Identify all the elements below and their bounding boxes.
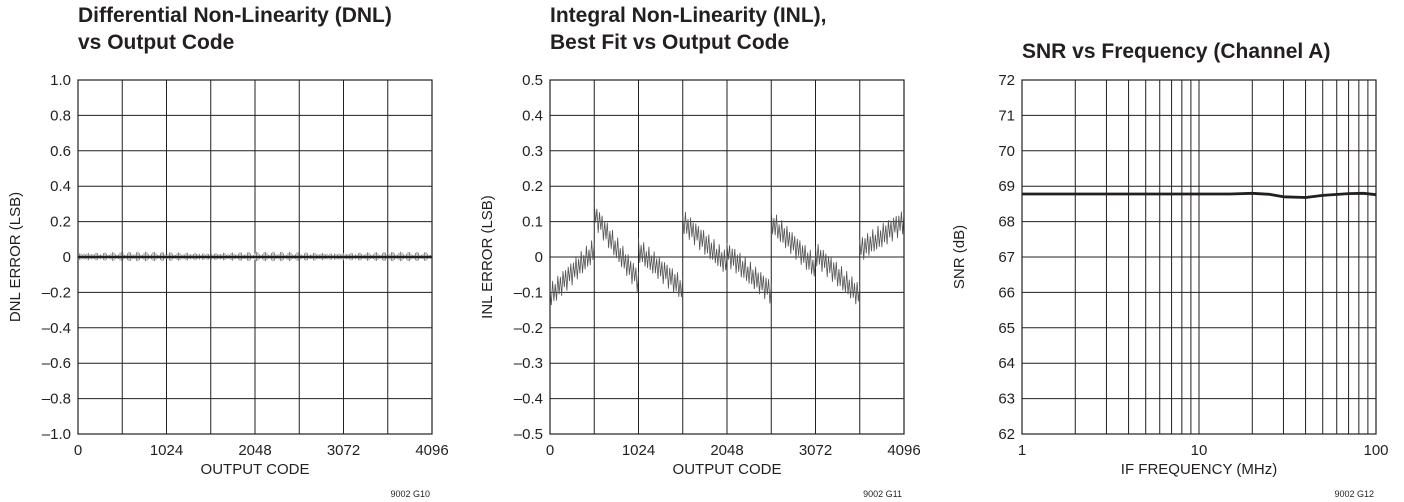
x-tick-label: 1024 <box>150 442 183 459</box>
y-tick-label: –0.6 <box>42 355 71 372</box>
snr-y-ticks: 62 63 64 65 66 67 68 69 70 71 72 <box>998 72 1015 443</box>
y-tick-label: 63 <box>998 391 1015 408</box>
inl-segment-1 <box>593 203 639 293</box>
x-tick-label: 10 <box>1191 442 1208 459</box>
inl-chart: Integral Non-Linearity (INL), Best Fit v… <box>479 4 921 499</box>
snr-grid <box>1021 79 1377 435</box>
y-tick-label: –0.3 <box>514 355 543 372</box>
inl-segment-2 <box>638 238 684 298</box>
y-tick-label: 66 <box>998 284 1015 301</box>
snr-series-line <box>1022 191 1377 199</box>
y-tick-label: 0 <box>535 249 543 266</box>
y-tick-label: 72 <box>998 72 1015 89</box>
snr-figure-id: 9002 G12 <box>1334 489 1374 499</box>
y-tick-label: –0.4 <box>42 320 71 337</box>
y-tick-label: 64 <box>998 355 1015 372</box>
x-tick-label: 4096 <box>415 442 448 459</box>
y-tick-label: –0.5 <box>514 426 543 443</box>
inl-title-line-1: Integral Non-Linearity (INL), <box>550 4 827 27</box>
inl-figure-id: 9002 G11 <box>863 489 902 499</box>
y-tick-label: 69 <box>998 178 1015 195</box>
x-tick-label: 2048 <box>238 442 271 459</box>
inl-plot-frame <box>549 79 905 435</box>
y-tick-label: 68 <box>998 214 1015 231</box>
y-tick-label: 0.2 <box>50 214 71 231</box>
y-tick-label: 0.2 <box>522 178 543 195</box>
inl-segment-5 <box>770 209 816 277</box>
dnl-figure-id: 9002 G10 <box>390 489 430 499</box>
inl-y-axis-label: INL ERROR (LSB) <box>479 195 496 319</box>
inl-segment-4 <box>726 242 772 304</box>
x-tick-label: 1024 <box>622 442 655 459</box>
inl-segment-3 <box>682 211 728 272</box>
x-tick-label: 0 <box>74 442 82 459</box>
x-tick-label: 3072 <box>327 442 360 459</box>
x-tick-label: 1 <box>1018 442 1026 459</box>
y-tick-label: 65 <box>998 320 1015 337</box>
inl-x-axis-label: OUTPUT CODE <box>673 461 782 478</box>
snr-title: SNR vs Frequency (Channel A) <box>1022 40 1330 63</box>
dnl-x-ticks: 0 1024 2048 3072 4096 <box>74 442 449 459</box>
inl-data <box>549 203 905 306</box>
inl-segment-0 <box>549 240 595 306</box>
y-tick-label: 0.8 <box>50 107 71 124</box>
inl-segment-6 <box>815 244 861 305</box>
inl-x-ticks: 0 1024 2048 3072 4096 <box>546 442 921 459</box>
dnl-x-axis-label: OUTPUT CODE <box>201 461 310 478</box>
dnl-y-axis-label: DNL ERROR (LSB) <box>7 192 24 322</box>
y-tick-label: 0.5 <box>522 72 543 89</box>
snr-data <box>1022 191 1377 199</box>
y-tick-label: 70 <box>998 143 1015 160</box>
snr-y-axis-label: SNR (dB) <box>951 225 968 289</box>
y-tick-label: 0 <box>63 249 71 266</box>
inl-y-ticks: –0.5 –0.4 –0.3 –0.2 –0.1 0 0.1 0.2 0.3 0.4 0.5 <box>514 72 543 443</box>
y-tick-label: –0.8 <box>42 391 71 408</box>
y-tick-label: 0.4 <box>522 107 543 124</box>
y-tick-label: 67 <box>998 249 1015 266</box>
y-tick-label: 1.0 <box>50 72 71 89</box>
y-tick-label: 0.1 <box>522 214 543 231</box>
y-tick-label: 62 <box>998 426 1015 443</box>
x-tick-label: 0 <box>546 442 554 459</box>
y-tick-label: 0.4 <box>50 178 71 195</box>
x-tick-label: 100 <box>1363 442 1388 459</box>
dnl-chart: Differential Non-Linearity (DNL) vs Outp… <box>7 4 449 499</box>
x-tick-label: 2048 <box>710 442 743 459</box>
snr-plot-frame <box>1021 79 1377 435</box>
inl-segment-7 <box>859 211 905 260</box>
inl-title-line-2: Best Fit vs Output Code <box>550 31 789 54</box>
dnl-title-line-2: vs Output Code <box>78 31 234 54</box>
dnl-plot-frame <box>77 79 433 435</box>
y-tick-label: –1.0 <box>42 426 71 443</box>
x-tick-label: 3072 <box>799 442 832 459</box>
y-tick-label: –0.4 <box>514 391 543 408</box>
y-tick-label: –0.1 <box>514 284 543 301</box>
dnl-y-ticks: –1.0 –0.8 –0.6 –0.4 –0.2 0 0.2 0.4 0.6 0.8 1.0 <box>42 72 71 443</box>
y-tick-label: 71 <box>998 107 1015 124</box>
y-tick-label: –0.2 <box>42 284 71 301</box>
y-tick-label: 0.3 <box>522 143 543 160</box>
snr-x-ticks: 1 10 100 <box>1018 442 1389 459</box>
snr-chart: SNR vs Frequency (Channel A) 62636465666… <box>951 40 1389 499</box>
y-tick-label: –0.2 <box>514 320 543 337</box>
y-tick-label: 0.6 <box>50 143 71 160</box>
dnl-title-line-1: Differential Non-Linearity (DNL) <box>78 4 392 27</box>
dnl-data <box>77 251 433 262</box>
x-tick-label: 4096 <box>887 442 920 459</box>
snr-x-axis-label: IF FREQUENCY (MHz) <box>1121 461 1277 478</box>
